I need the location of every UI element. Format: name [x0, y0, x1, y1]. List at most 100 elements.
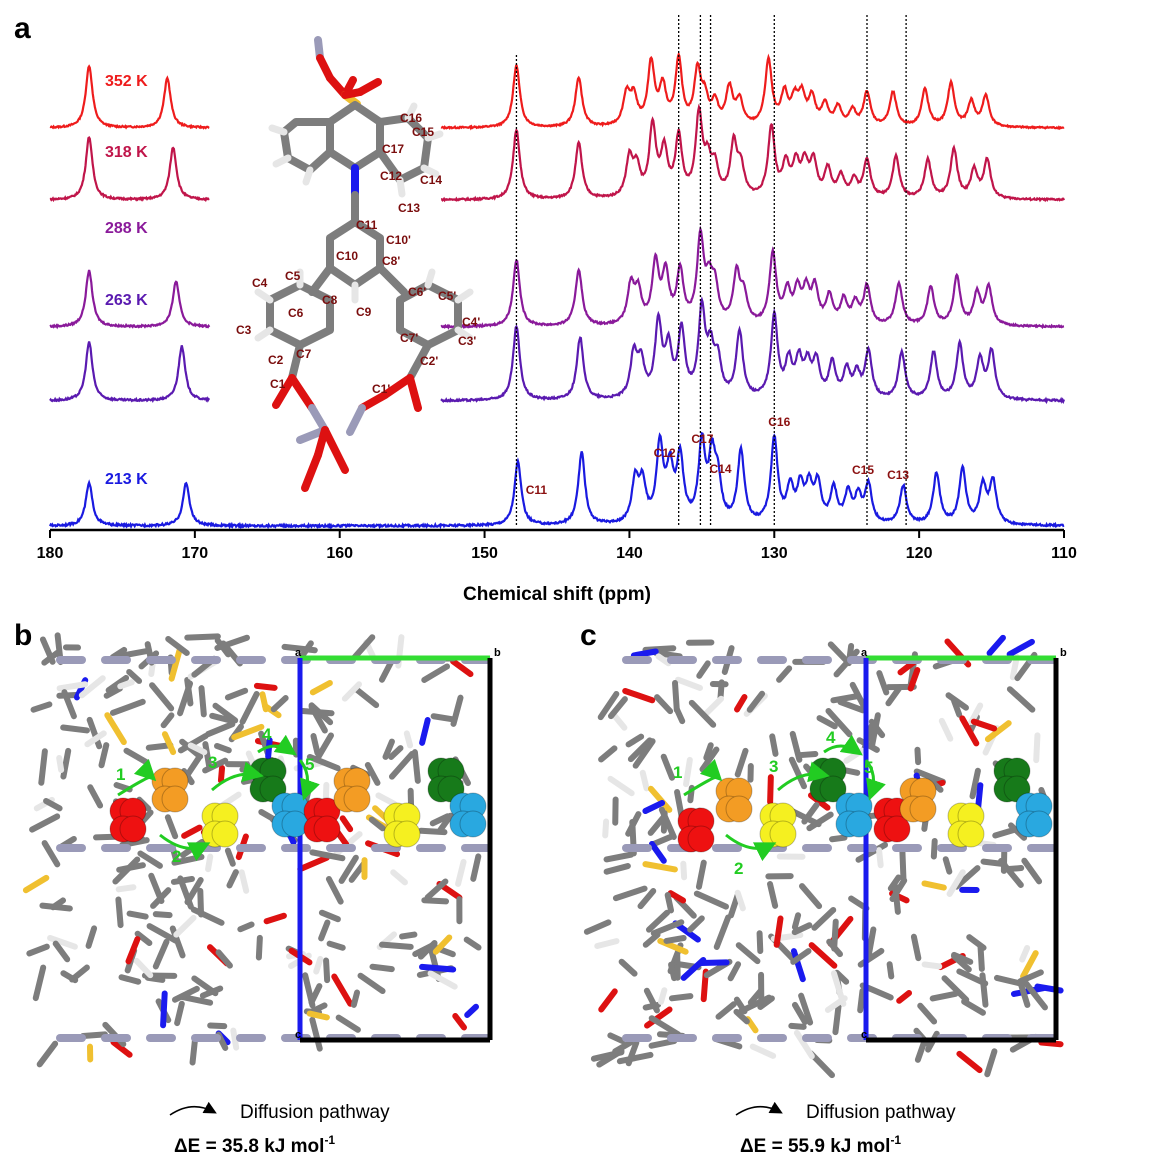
atom-label: C1 — [270, 377, 286, 391]
pathway-arrow — [257, 734, 297, 756]
crystal-stick — [429, 813, 451, 827]
crystal-stick — [607, 696, 628, 720]
crystal-stick — [339, 815, 354, 833]
crystal-stick — [645, 909, 671, 933]
crystal-stick — [1008, 822, 1028, 841]
crystal-stick — [150, 887, 172, 909]
peak-label: C16 — [768, 415, 790, 429]
crystal-stick — [942, 856, 953, 875]
crystal-stick — [791, 912, 802, 931]
pathway-number: 5 — [864, 758, 873, 777]
crystal-stick — [643, 987, 660, 1014]
crystal-stick — [149, 682, 175, 712]
crystal-stick — [695, 859, 707, 890]
temperature-label: 263 K — [105, 292, 148, 309]
guest-sphere — [393, 820, 421, 848]
peak-label: C15 — [852, 463, 874, 477]
crystal-stick — [281, 643, 318, 654]
crystal-stick — [118, 974, 142, 985]
crystal-stick — [625, 811, 642, 837]
crystal-stick — [899, 846, 907, 883]
crystal-stick — [642, 861, 678, 873]
panel-letter-b: b — [14, 619, 32, 652]
guest-sphere — [211, 820, 239, 848]
crystal-stick — [667, 890, 687, 904]
crystal-stick — [87, 784, 104, 809]
crystal-stick — [430, 713, 458, 723]
crystal-stick — [1033, 732, 1041, 764]
crystal-stick — [1021, 857, 1043, 885]
crystal-stick — [984, 1048, 998, 1078]
crystal-stick — [921, 880, 947, 891]
crystal-stick — [986, 634, 1006, 657]
crystal-stick — [907, 667, 921, 692]
crystal-stick — [125, 936, 141, 965]
crystal-stick — [914, 746, 922, 766]
crystal-stick — [727, 961, 742, 982]
crystal-stick — [335, 1014, 361, 1033]
crystal-stick — [421, 663, 451, 683]
spectrum-line — [440, 103, 1065, 203]
crystal-stick — [450, 658, 474, 678]
crystal-stick — [452, 1013, 467, 1031]
crystal-stick — [464, 1003, 480, 1018]
crystal-stick — [412, 941, 438, 958]
crystal-stick — [830, 692, 862, 704]
pathway-number: 4 — [262, 725, 272, 744]
crystal-stick — [309, 849, 346, 862]
crystal-stick — [966, 934, 987, 951]
guest-sphere — [769, 820, 797, 848]
spectrum-line — [440, 296, 1066, 405]
crystal-stick — [956, 1050, 983, 1074]
crystal-stick — [80, 1031, 108, 1040]
crystal-stick — [375, 792, 398, 807]
crystal-stick — [213, 742, 232, 754]
crystal-stick — [69, 964, 90, 983]
crystal-stick — [668, 961, 678, 982]
spectrum-line — [440, 51, 1065, 131]
pathway-legend-arrow — [169, 1101, 217, 1116]
crystal-stick — [675, 676, 703, 691]
energy-caption: ΔE = 55.9 kJ mol-1 — [740, 1133, 901, 1157]
crystal-stick — [421, 897, 450, 905]
guest-sphere — [1025, 810, 1053, 838]
crystal-stick — [1006, 638, 1035, 658]
crystal-stick — [32, 964, 47, 1002]
crystal-stick — [437, 812, 454, 833]
guest-sphere — [313, 815, 341, 843]
pathway-arrow — [683, 758, 723, 797]
crystal-stick — [86, 716, 103, 750]
peak-annotations: C11 C12 C17 C14 C16 C15 C13 — [526, 415, 910, 497]
atom-label: C15 — [412, 125, 434, 139]
crystal-stick — [379, 941, 414, 950]
crystal-stick — [85, 925, 98, 949]
crystal-stick — [680, 956, 707, 981]
x-axis-ticks: 180 170 160 150 140 130 120 110 — [37, 530, 1077, 562]
crystal-stick — [427, 970, 458, 990]
crystal-stick — [253, 682, 278, 691]
crystal-stick — [644, 1006, 673, 1029]
crystal-stick — [984, 720, 1012, 743]
crystal-stick — [318, 909, 341, 923]
crystal-stick — [41, 840, 61, 868]
pathway-arrow — [864, 759, 886, 801]
crystal-stick — [896, 990, 913, 1004]
crystal-stick — [583, 919, 612, 935]
crystal-stick — [52, 940, 71, 963]
crystal-stick — [664, 892, 675, 914]
guest-sphere — [725, 795, 753, 823]
crystal-stick — [403, 730, 414, 749]
crystal-stick — [390, 869, 408, 886]
atom-label: C14 — [420, 173, 442, 187]
crystal-stick — [647, 785, 673, 813]
crystal-stick — [263, 912, 287, 925]
crystal-stick — [98, 742, 110, 769]
crystal-stick — [876, 847, 884, 869]
crystal-stick — [959, 715, 980, 747]
crystal-stick — [399, 931, 418, 940]
crystal-stick — [230, 1027, 240, 1051]
crystal-packing-c: a b c 1 2 3 4 5 Diffusion pathway ΔE = 55.9 kJ mo… — [583, 634, 1067, 1157]
spectrum-line — [49, 64, 210, 130]
crystal-stick — [680, 860, 688, 881]
crystal-stick — [133, 957, 154, 979]
